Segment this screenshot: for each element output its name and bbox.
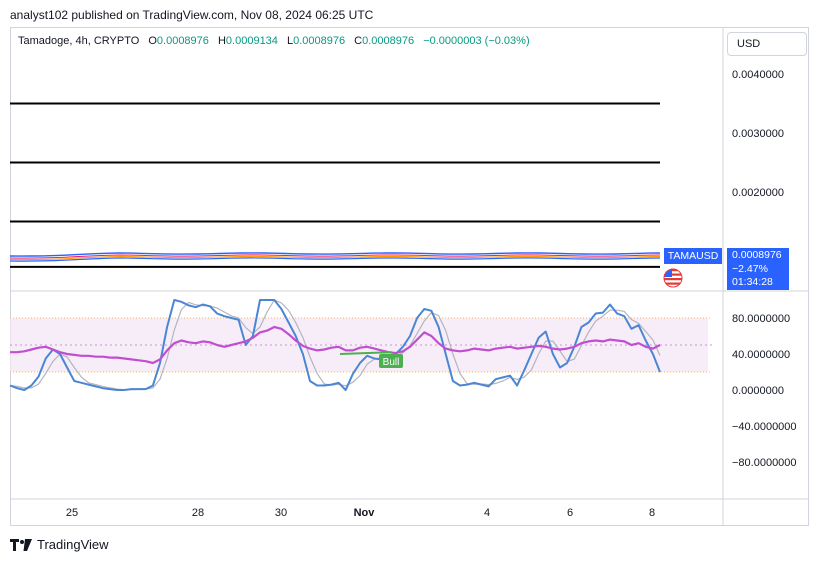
time-tick-label: 6 bbox=[567, 507, 573, 519]
publisher-header: analyst102 published on TradingView.com,… bbox=[10, 8, 374, 22]
oscillator-tick-label: 0.0000000 bbox=[732, 385, 784, 397]
symbol-price-tag: TAMAUSD bbox=[664, 248, 722, 264]
lower-band-line bbox=[9, 257, 661, 262]
close-label: C bbox=[354, 35, 363, 47]
rsi-line bbox=[10, 325, 661, 365]
bull-label: Bull bbox=[383, 357, 400, 368]
close-value: 0.0008976 bbox=[362, 35, 415, 47]
oscillator-tick-label: −80.0000000 bbox=[732, 457, 797, 469]
time-tick-label: Nov bbox=[354, 507, 376, 519]
price-change: −2.47% bbox=[732, 262, 768, 275]
time-tick-label: 8 bbox=[649, 507, 655, 519]
time-tick-label: 25 bbox=[66, 507, 78, 519]
axes: 0.00400000.00300000.002000080.000000040.… bbox=[10, 27, 809, 526]
us-flag-icon bbox=[663, 268, 683, 288]
low-label: L bbox=[286, 35, 294, 47]
footer-brand-label: TradingView bbox=[37, 537, 109, 552]
price-tick-label: 0.0020000 bbox=[732, 187, 784, 199]
time-tick-label: 4 bbox=[484, 507, 490, 519]
last-price: 0.0008976 bbox=[732, 249, 782, 261]
currency-button[interactable]: USD bbox=[727, 32, 807, 56]
bull-divergence-line bbox=[339, 351, 393, 355]
oscillator-tick-label: −40.0000000 bbox=[732, 421, 797, 433]
change-value: −0.0000003 (−0.03%) bbox=[423, 35, 530, 47]
price-tick-label: 0.0030000 bbox=[732, 128, 784, 140]
oscillator-tick-label: 80.0000000 bbox=[732, 313, 790, 325]
price-line bbox=[9, 255, 661, 261]
open-value: 0.0008976 bbox=[156, 35, 209, 47]
open-label: O bbox=[148, 35, 157, 47]
footer-brand[interactable]: TradingView bbox=[10, 537, 109, 552]
chart-frame bbox=[10, 27, 809, 526]
stochastic-k-line bbox=[9, 299, 661, 391]
time-tick-label: 28 bbox=[192, 507, 204, 519]
high-label: H bbox=[217, 35, 226, 47]
bar-countdown: 01:34:28 bbox=[732, 276, 773, 288]
price-panel bbox=[9, 102, 661, 268]
last-price-tag: 0.0008976 −2.47% 01:34:28 bbox=[727, 248, 789, 290]
price-tick-label: 0.0040000 bbox=[732, 69, 784, 81]
oscillator-tick-label: 40.0000000 bbox=[732, 349, 790, 361]
symbol-name[interactable]: Tamadoge, 4h, CRYPTO bbox=[18, 35, 140, 47]
time-tick-label: 30 bbox=[275, 507, 287, 519]
bull-label-box bbox=[379, 354, 403, 368]
low-value: 0.0008976 bbox=[293, 35, 346, 47]
oscillator-panel: Bull bbox=[9, 299, 712, 391]
middle-band-line bbox=[9, 254, 661, 259]
symbol-bar: Tamadoge, 4h, CRYPTO O0.0008976 H0.00091… bbox=[18, 35, 530, 47]
high-value: 0.0009134 bbox=[225, 35, 278, 47]
upper-band-line bbox=[9, 252, 661, 257]
tradingview-logo-icon bbox=[10, 538, 32, 551]
